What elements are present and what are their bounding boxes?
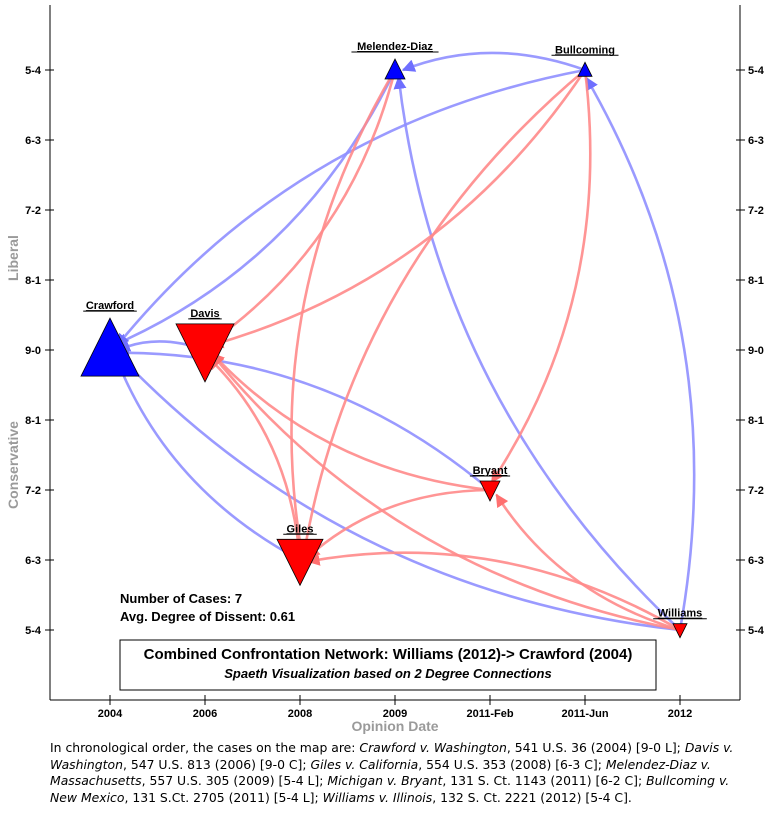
- edge-melendez-to-crawford: [114, 69, 397, 346]
- y-tick-label-left: 8-1: [25, 415, 41, 427]
- node-label-giles: Giles: [287, 523, 314, 535]
- x-axis-ticks: 2004 2006 2008 2009 2011-Feb 2011-Jun 2012: [98, 695, 692, 720]
- y-tick-label-right: 7-2: [748, 205, 764, 217]
- x-tick-label: 2008: [288, 708, 312, 720]
- caption-case-3: Melendez-Diaz v. Massachusetts, 557 U.S.…: [50, 757, 711, 789]
- caption-case-2: Giles v. California, 554 U.S. 353 (2008)…: [307, 757, 602, 772]
- y-tick-label-right: 8-1: [748, 415, 764, 427]
- y-axis-title-liberal: Liberal: [5, 235, 21, 281]
- caption-intro: In chronological order, the cases on the…: [50, 740, 356, 755]
- y-tick-label-right: 8-1: [748, 275, 764, 287]
- caption-case-cite: , 131 S.Ct. 2705 (2011) [5-4 L];: [124, 789, 319, 805]
- edge-bryant-to-davis: [211, 352, 491, 492]
- x-tick-label: 2006: [193, 708, 217, 720]
- x-axis-title: Opinion Date: [351, 718, 438, 734]
- number-of-cases: Number of Cases: 7: [120, 591, 242, 606]
- edge-williams-to-crawford: [116, 352, 681, 632]
- edge-williams-to-bullcoming: [585, 76, 696, 631]
- y-tick-label-left: 6-3: [25, 555, 41, 567]
- network-chart: 5-4 5-4 6-3 6-3 7-2 7-2 8-1 8-1 9-0 9-0 8-1 8-1 7-2 7…: [5, 5, 765, 734]
- edge-melendez-to-davis: [208, 69, 397, 345]
- title-box-subtitle: Spaeth Visualization based on 2 Degree C…: [224, 666, 551, 681]
- y-tick-label-left: 5-4: [25, 65, 42, 77]
- x-tick-label: 2009: [383, 708, 407, 720]
- x-tick-label: 2012: [668, 708, 692, 720]
- y-axis-ticks: 5-4 5-4 6-3 6-3 7-2 7-2 8-1 8-1 9-0 9-0 8-1 8-1 7-2 7…: [25, 65, 765, 637]
- y-tick-label-left: 8-1: [25, 275, 41, 287]
- caption-case-cite: , 554 U.S. 353 (2008) [6-3 C];: [418, 756, 602, 772]
- caption-case-cite: , 132 S. Ct. 2221 (2012) [5-4 C].: [432, 789, 632, 805]
- edge-layer: [113, 51, 696, 632]
- edge-giles-to-davis: [207, 356, 302, 561]
- y-tick-label-left: 5-4: [25, 625, 42, 637]
- node-label-crawford: Crawford: [86, 300, 134, 312]
- caption-case-name: Williams v. Illinois: [322, 789, 433, 805]
- node-giles[interactable]: [276, 538, 324, 587]
- caption-case-name: Giles v. California: [310, 756, 419, 772]
- caption-case-name: Davis v. Washington: [50, 740, 734, 772]
- y-tick-label-right: 6-3: [748, 135, 764, 147]
- y-tick-label-right: 9-0: [748, 345, 764, 357]
- edge-giles-to-crawford: [113, 354, 301, 562]
- x-tick-label: 2011-Jun: [561, 708, 608, 720]
- x-tick-label: 2011-Feb: [466, 708, 513, 720]
- edge-melendez-to-giles: [290, 69, 397, 554]
- y-tick-label-right: 5-4: [748, 625, 765, 637]
- edge-bullcoming-to-melendez: [401, 51, 586, 72]
- node-davis[interactable]: [175, 323, 235, 383]
- caption-case-name: Bullcoming v. New Mexico: [50, 773, 730, 805]
- edge-williams-to-bryant: [495, 493, 681, 632]
- node-bryant[interactable]: [479, 480, 501, 502]
- node-layer: Crawford Davis Giles Melendez-Diaz Bryant Bul…: [80, 41, 707, 639]
- node-label-bullcoming: Bullcoming: [555, 44, 615, 56]
- avg-degree-of-dissent: Avg. Degree of Dissent: 0.61: [120, 609, 295, 624]
- node-williams[interactable]: [672, 623, 688, 639]
- caption-case-1: Davis v. Washington, 547 U.S. 813 (2006)…: [50, 740, 733, 772]
- y-tick-label-right: 5-4: [748, 65, 765, 77]
- node-crawford[interactable]: [80, 317, 140, 377]
- edge-bryant-to-giles: [306, 488, 491, 559]
- node-label-davis: Davis: [190, 308, 219, 320]
- y-tick-label-left: 7-2: [25, 485, 41, 497]
- caption-case-5: Bullcoming v. New Mexico, 131 S.Ct. 2705…: [50, 773, 729, 805]
- node-label-bryant: Bryant: [473, 465, 508, 477]
- x-tick-label: 2004: [98, 708, 123, 720]
- caption-case-6: Williams v. Illinois, 132 S. Ct. 2221 (2…: [319, 790, 632, 805]
- case-list-caption: In chronological order, the cases on the…: [50, 740, 750, 806]
- node-label-melendez: Melendez-Diaz: [357, 41, 433, 53]
- edge-bullcoming-to-bryant: [490, 69, 592, 484]
- title-box-heading: Combined Confrontation Network: Williams…: [144, 646, 633, 663]
- y-tick-label-right: 7-2: [748, 485, 764, 497]
- node-label-williams: Williams: [658, 608, 703, 620]
- edge-bryant-to-crawford: [116, 346, 491, 491]
- caption-case-0: Crawford v. Washington, 541 U.S. 36 (200…: [359, 740, 680, 755]
- edge-williams-to-davis: [210, 353, 681, 632]
- edge-bullcoming-to-giles: [299, 69, 586, 555]
- node-bullcoming[interactable]: [577, 61, 593, 77]
- edge-williams-to-giles: [306, 551, 681, 632]
- caption-case-cite: , 547 U.S. 813 (2006) [9-0 C];: [122, 756, 307, 772]
- y-tick-label-left: 9-0: [25, 345, 41, 357]
- caption-case-4: Michigan v. Bryant, 131 S. Ct. 1143 (201…: [323, 773, 642, 788]
- edge-bullcoming-to-davis: [210, 69, 587, 349]
- y-axis-title-conservative: Conservative: [5, 421, 21, 509]
- caption-case-name: Crawford v. Washington: [359, 740, 507, 755]
- edge-bullcoming-to-crawford: [115, 68, 586, 347]
- y-tick-label-right: 6-3: [748, 555, 764, 567]
- caption-case-name: Melendez-Diaz v. Massachusetts: [50, 756, 711, 789]
- y-tick-label-left: 6-3: [25, 135, 41, 147]
- caption-case-cite: , 541 U.S. 36 (2004) [9-0 L];: [506, 740, 681, 755]
- edge-williams-to-melendez: [393, 75, 681, 631]
- caption-case-cite: , 131 S. Ct. 1143 (2011) [6-2 C];: [442, 773, 643, 788]
- title-box: Combined Confrontation Network: Williams…: [119, 639, 657, 691]
- caption-case-cite: , 557 U.S. 305 (2009) [5-4 L];: [141, 773, 324, 788]
- node-melendez[interactable]: [384, 58, 406, 80]
- caption-case-name: Michigan v. Bryant: [327, 773, 443, 788]
- y-tick-label-left: 7-2: [25, 205, 41, 217]
